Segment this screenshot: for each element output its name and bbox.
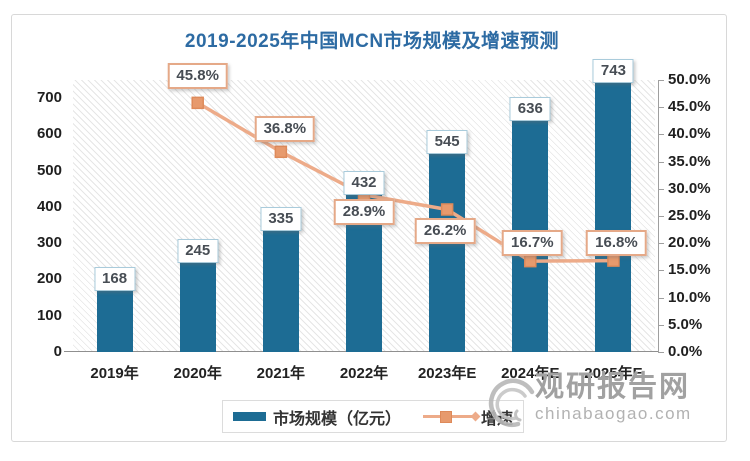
right-axis-tick-label: 35.0% <box>668 152 711 170</box>
right-axis-tick <box>658 80 664 81</box>
legend-square-marker-icon <box>440 411 452 423</box>
left-axis-tick-label: 0 <box>53 343 62 360</box>
growth-value-label: 16.8% <box>586 229 647 256</box>
watermark-texts: 观研报告网 chinabaogao.com <box>535 371 692 424</box>
bar-market-size <box>595 82 632 352</box>
right-axis-tick-label: 50.0% <box>668 71 711 88</box>
bar-value-label: 168 <box>94 267 136 292</box>
watermark: 观研报告网 chinabaogao.com <box>487 371 692 430</box>
bar-market-size <box>96 291 133 352</box>
growth-value-label: 45.8% <box>167 62 228 89</box>
left-axis-tick-label: 400 <box>36 197 62 215</box>
bar-value-label: 545 <box>426 130 468 155</box>
right-axis-tick-label: 40.0% <box>668 125 711 143</box>
right-axis-tick <box>658 134 664 136</box>
x-axis-label: 2023年E <box>417 365 477 382</box>
right-axis-tick-label: 25.0% <box>668 207 711 224</box>
left-axis-tick-label: 300 <box>36 234 62 252</box>
left-axis-tick-label: 700 <box>36 89 62 107</box>
watermark-logo-icon <box>488 378 535 428</box>
left-axis-tick-label: 600 <box>36 125 62 143</box>
growth-value-label: 16.7% <box>502 230 563 257</box>
legend-bar-swatch-icon <box>232 412 266 421</box>
x-axis-label: 2019年 <box>90 365 139 382</box>
legend-line-swatch-icon <box>423 410 481 423</box>
legend-bar-label: 市场规模（亿元） <box>272 410 401 428</box>
right-axis-tick <box>658 270 664 272</box>
growth-value-label: 28.9% <box>333 198 395 225</box>
right-axis-tick <box>658 188 664 190</box>
bar-value-label: 245 <box>177 239 219 264</box>
bar-value-label: 636 <box>509 97 551 122</box>
x-axis-label: 2024年E <box>501 365 560 382</box>
right-axis-tick-label: 30.0% <box>668 179 711 197</box>
watermark-name: 观研报告网 <box>535 371 691 403</box>
right-axis-tick-label: 45.0% <box>668 98 711 116</box>
right-axis-tick <box>658 216 664 217</box>
bar-value-label: 743 <box>592 58 634 83</box>
left-axis-tick-label: 200 <box>36 270 62 288</box>
legend: 市场规模（亿元） 增速 <box>222 400 524 433</box>
right-axis-tick <box>658 161 664 163</box>
bar-market-size <box>429 154 466 352</box>
right-axis-tick-label: 0.0% <box>668 343 703 360</box>
left-axis-tick-label: 500 <box>36 161 62 179</box>
bar-value-label: 432 <box>343 171 385 196</box>
right-axis-tick-label: 20.0% <box>668 234 711 252</box>
right-axis-tick <box>658 107 664 109</box>
right-axis-tick-label: 5.0% <box>668 315 703 333</box>
chart-title: 2019-2025年中国MCN市场规模及增速预测 <box>184 31 560 52</box>
bar-value-label: 335 <box>260 206 302 231</box>
right-axis-tick <box>658 297 664 299</box>
right-axis-tick <box>658 324 664 326</box>
watermark-domain: chinabaogao.com <box>535 404 692 424</box>
bar-market-size <box>262 230 299 352</box>
right-axis-tick-label: 10.0% <box>668 288 711 306</box>
growth-value-label: 26.2% <box>414 218 476 245</box>
left-axis-tick-label: 100 <box>36 306 62 324</box>
x-axis-label: 2021年 <box>256 365 306 382</box>
right-axis-tick <box>658 243 664 245</box>
x-axis-label: 2020年 <box>173 365 222 382</box>
bar-market-size <box>179 263 216 352</box>
growth-value-label: 36.8% <box>254 115 316 142</box>
x-axis-label: 2025年E <box>584 365 643 382</box>
right-axis-tick-label: 15.0% <box>668 261 711 279</box>
right-axis-tick <box>658 352 664 353</box>
x-axis-label: 2022年 <box>339 365 389 382</box>
legend-diamond-marker-icon <box>470 411 481 422</box>
